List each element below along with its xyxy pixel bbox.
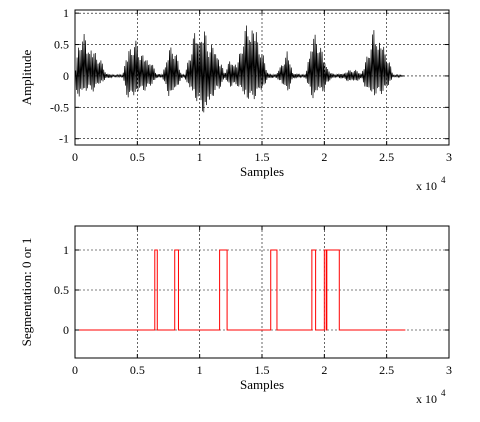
y-axis-label: Segmentation: 0 or 1 (19, 238, 34, 347)
y-tick-label: 1 (63, 243, 69, 257)
x-tick-label: 2.5 (379, 363, 394, 377)
x-exponent-label: x 10 (416, 179, 437, 193)
x-exponent-power: 4 (441, 388, 446, 398)
x-tick-label: 2.5 (379, 150, 394, 164)
x-tick-label: 1.5 (255, 363, 270, 377)
x-tick-label: 3 (446, 150, 452, 164)
y-tick-label: -0.5 (50, 100, 69, 114)
waveform-line (74, 25, 405, 113)
x-tick-label: 0.5 (130, 150, 145, 164)
x-tick-label: 1 (197, 150, 203, 164)
x-exponent-label: x 10 (416, 392, 437, 406)
x-tick-label: 2 (321, 363, 327, 377)
amplitude-plot: 0 0.5 1 1.5 2 2.5 3 -1 -0.5 0 0.5 1 Samples Amplitude… (19, 6, 452, 193)
y-tick-label: 0.5 (54, 283, 69, 297)
x-exponent-power: 4 (441, 175, 446, 185)
y-tick-label: 0 (63, 323, 69, 337)
y-tick-label: -1 (59, 132, 69, 146)
segmentation-plot: 0 0.5 1 1.5 2 2.5 3 0 0.5 1 Samples Segmentation: 0… (19, 225, 452, 406)
x-tick-label: 2 (321, 150, 327, 164)
x-tick-label: 1 (197, 363, 203, 377)
x-tick-label: 0 (72, 363, 78, 377)
segmentation-line (75, 249, 406, 331)
x-tick-label: 0 (72, 150, 78, 164)
x-tick-label: 0.5 (130, 363, 145, 377)
x-axis-label: Samples (240, 164, 284, 179)
y-tick-label: 0 (63, 69, 69, 83)
x-tick-label: 1.5 (255, 150, 270, 164)
x-axis-label: Samples (240, 377, 284, 392)
y-tick-label: 0.5 (54, 38, 69, 52)
x-tick-label: 3 (446, 363, 452, 377)
y-tick-label: 1 (63, 6, 69, 20)
y-axis-label: Amplitude (19, 49, 34, 105)
